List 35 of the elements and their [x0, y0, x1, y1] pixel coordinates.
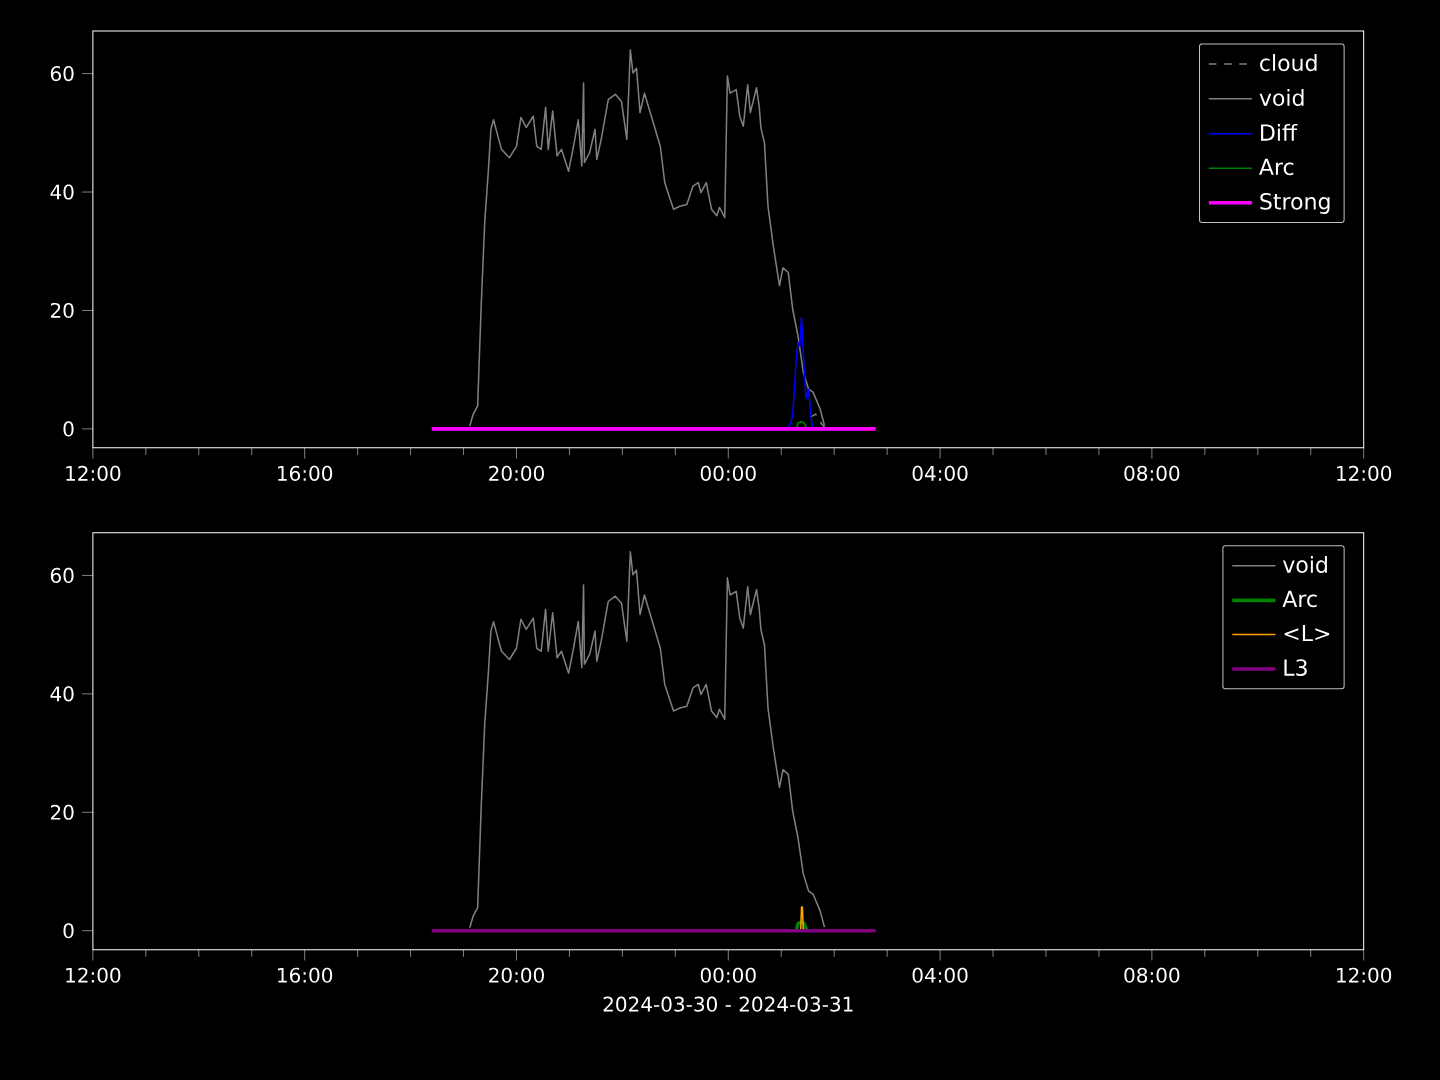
legend-label: Arc: [1259, 158, 1294, 176]
y-tick-label: 20: [50, 302, 74, 319]
y-tick-label: 40: [50, 184, 74, 200]
y-tick-label: 0: [63, 923, 74, 939]
x-tick-label: 12:00: [1337, 465, 1392, 481]
x-tick-label: 04:00: [912, 967, 968, 983]
legend-label: void: [1282, 555, 1327, 573]
legend-label: <L>: [1284, 625, 1330, 642]
x-tick-label: 00:00: [700, 465, 756, 481]
line-series: [468, 550, 826, 929]
y-tick-label: 20: [50, 804, 74, 820]
x-tick-label: 16:00: [278, 465, 333, 481]
x-axis-title: 2024-03-30 - 2024-03-31: [603, 996, 853, 1012]
x-tick-label: 08:00: [1124, 967, 1180, 983]
line-series: [468, 49, 826, 427]
legend-label: Arc: [1282, 590, 1317, 608]
x-tick-label: 00:00: [700, 967, 756, 983]
x-tick-label: 12:00: [66, 465, 121, 481]
y-tick-label: 0: [63, 421, 74, 437]
x-tick-label: 16:00: [278, 967, 333, 983]
x-tick-label: 08:00: [1124, 465, 1180, 481]
legend-label: cloud: [1260, 54, 1317, 72]
y-tick-label: 60: [50, 567, 74, 583]
y-tick-label: 60: [50, 66, 74, 82]
x-tick-label: 20:00: [489, 967, 544, 983]
x-tick-label: 12:00: [1337, 967, 1392, 983]
x-tick-label: 12:00: [66, 967, 121, 983]
x-tick-label: 04:00: [912, 465, 968, 481]
legend-label: Diff: [1261, 123, 1298, 141]
line-series: [785, 316, 815, 430]
legend-label: L3: [1284, 659, 1307, 676]
legend-label: Strong: [1260, 193, 1330, 214]
y-tick-label: 40: [50, 686, 74, 702]
x-tick-label: 20:00: [489, 465, 544, 481]
legend-label: void: [1259, 88, 1304, 107]
